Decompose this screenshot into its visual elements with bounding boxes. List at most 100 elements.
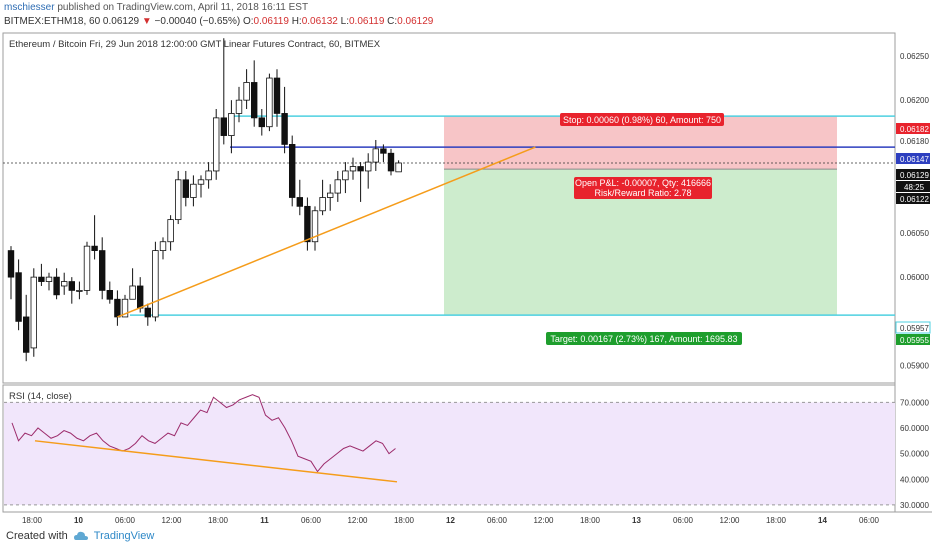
close-value: 0.06129	[397, 16, 434, 27]
rsi-series-line	[11, 394, 396, 473]
stop-price-text: 0.06182	[900, 125, 929, 134]
rsi-title: RSI (14, close)	[9, 391, 72, 402]
time-tick-label: 10	[74, 516, 83, 525]
stop-price-tag	[896, 123, 930, 134]
target-label: Target: 0.00167 (2.73%) 167, Amount: 169…	[550, 334, 737, 344]
time-tick-label: 11	[260, 516, 269, 525]
close-label: C:	[387, 16, 398, 27]
pnl-label-box	[574, 177, 712, 199]
symbol-label: BITMEX:ETHM18, 60	[4, 16, 101, 27]
time-tick-label: 18:00	[208, 516, 229, 525]
rsi-axis[interactable]: 30.0000 40.0000 50.0000 60.0000 70.0000	[900, 398, 929, 510]
support-trendline[interactable]	[117, 146, 536, 318]
candle-body	[174, 179, 182, 221]
low-value: 0.06119	[348, 16, 385, 27]
time-tick-label: 18:00	[580, 516, 601, 525]
candle-body	[182, 179, 189, 198]
time-tick-label: 12:00	[533, 516, 554, 525]
countdown-text: 48:25	[904, 183, 925, 192]
candle-body	[53, 276, 60, 296]
candle-body	[68, 281, 75, 291]
target2-price-tag	[896, 334, 930, 345]
candle-body	[349, 166, 357, 172]
stop-label: Stop: 0.00060 (0.98%) 60, Amount: 750	[563, 115, 721, 125]
target-label-box	[546, 332, 742, 345]
open-value: 0.06119	[253, 16, 289, 27]
high-value: 0.06132	[301, 16, 338, 27]
candle-body	[380, 148, 387, 154]
time-tick-label: 06:00	[487, 516, 508, 525]
open-label: O:	[242, 16, 254, 27]
candle-body	[197, 179, 205, 185]
candle-body	[273, 77, 281, 114]
candle-body	[91, 245, 98, 251]
candle-body	[258, 117, 265, 128]
candle-body	[167, 219, 174, 243]
candle-body	[159, 241, 167, 251]
down-arrow-icon: ▼	[141, 16, 152, 27]
price-tick-label: 0.06000	[900, 273, 929, 282]
publish-header: mschiesser published on TradingView.com,…	[4, 2, 308, 13]
candle-body	[372, 148, 379, 163]
low-label: L:	[340, 16, 349, 27]
target2-price-text: 0.05955	[900, 336, 929, 345]
candle-body	[387, 152, 395, 172]
candle-body	[326, 192, 334, 198]
rsi-band	[4, 402, 895, 505]
last-price: 0.06129	[102, 16, 140, 27]
candle-body	[288, 144, 296, 198]
candle-body	[364, 161, 372, 172]
candle-body	[357, 166, 364, 172]
countdown-tag	[896, 181, 930, 192]
candle-body	[319, 197, 326, 212]
candle-body	[83, 245, 91, 291]
candle-body	[136, 285, 144, 309]
candle-body	[7, 250, 15, 278]
candle-body	[15, 272, 22, 322]
candle-body	[220, 117, 227, 136]
time-tick-label: 18:00	[394, 516, 415, 525]
footer: Created with TradingView	[6, 530, 154, 542]
candle-body	[144, 307, 151, 318]
price-change: −0.00040 (−0.65%)	[154, 16, 241, 27]
stop-label-box	[560, 113, 724, 126]
candle-body	[243, 82, 250, 101]
time-tick-label: 06:00	[301, 516, 322, 525]
candle-body	[334, 179, 341, 194]
risk-reward-label: Risk/Reward Ratio: 2.78	[594, 188, 691, 198]
price-tick-label: 0.05900	[900, 362, 929, 371]
rsi-tick-label: 50.0000	[900, 450, 929, 459]
candle-body	[190, 183, 197, 198]
candle-body	[311, 210, 319, 243]
author-link[interactable]: mschiesser	[4, 2, 55, 13]
candle-body	[152, 250, 159, 318]
candle-body	[106, 290, 113, 300]
candle-body	[296, 197, 303, 207]
rsi-divergence-line[interactable]	[34, 440, 398, 483]
entry-price-tag	[896, 153, 930, 164]
price-tick-label: 0.06200	[900, 96, 929, 105]
time-tick-label: 13	[632, 516, 641, 525]
tradingview-brand[interactable]: TradingView	[93, 530, 155, 542]
time-tick-label: 06:00	[859, 516, 880, 525]
candle-body	[30, 276, 37, 349]
target-price-text: 0.05957	[900, 324, 929, 333]
time-axis[interactable]: 18:00 10 06:00 12:00 18:00 11 06:00 12:00 18:00 1…	[22, 516, 880, 525]
candle-body	[45, 276, 53, 282]
price-axis[interactable]: 0.05900 0.06000 0.06050 0.06200 0.06250	[900, 52, 929, 371]
candle-body	[38, 276, 45, 282]
rsi-tick-label: 60.0000	[900, 424, 929, 433]
created-with-label: Created with	[6, 530, 68, 542]
candle-body	[76, 290, 83, 292]
candle-body	[22, 316, 30, 353]
candle-body	[205, 170, 212, 181]
price-tick-label: 0.06250	[900, 52, 929, 61]
candle-body	[266, 77, 273, 128]
target-price-tag	[895, 321, 931, 334]
entry-price-text: 0.06147	[900, 155, 929, 164]
candle-body	[250, 82, 258, 119]
candle-body	[304, 205, 311, 243]
candle-body	[228, 113, 235, 136]
time-tick-label: 18:00	[22, 516, 43, 525]
